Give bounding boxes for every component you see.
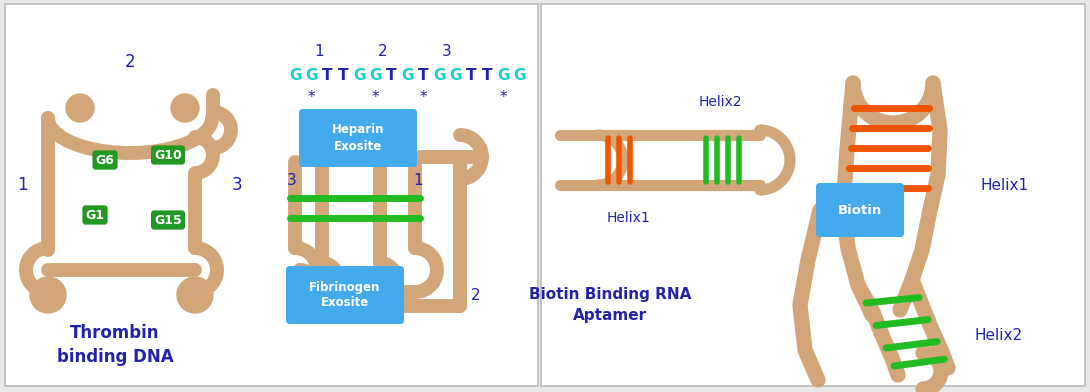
- Text: 2: 2: [378, 44, 388, 58]
- Text: G6: G6: [96, 154, 114, 167]
- Text: Heparin
Exosite: Heparin Exosite: [331, 123, 385, 152]
- Text: G: G: [305, 67, 317, 82]
- Text: 1: 1: [16, 176, 27, 194]
- FancyBboxPatch shape: [299, 109, 417, 167]
- Text: 2: 2: [471, 287, 480, 303]
- FancyBboxPatch shape: [286, 266, 404, 324]
- Text: 3: 3: [443, 44, 452, 58]
- Text: 1: 1: [413, 172, 423, 187]
- FancyBboxPatch shape: [5, 4, 538, 386]
- Text: Helix2: Helix2: [974, 327, 1024, 343]
- Text: *: *: [499, 89, 507, 105]
- Text: G: G: [401, 67, 413, 82]
- Text: T: T: [322, 67, 332, 82]
- Text: T: T: [386, 67, 397, 82]
- Text: G: G: [512, 67, 525, 82]
- Text: G: G: [433, 67, 445, 82]
- Text: *: *: [420, 89, 427, 105]
- Text: T: T: [482, 67, 493, 82]
- Text: G: G: [289, 67, 301, 82]
- Circle shape: [171, 94, 199, 122]
- Text: Helix2: Helix2: [699, 95, 742, 109]
- Text: *: *: [372, 89, 379, 105]
- Text: G: G: [449, 67, 461, 82]
- Text: 2: 2: [124, 53, 135, 71]
- Text: G: G: [353, 67, 365, 82]
- Text: G: G: [368, 67, 381, 82]
- Circle shape: [31, 277, 66, 313]
- Circle shape: [66, 94, 94, 122]
- Text: Fibrinogen
Exosite: Fibrinogen Exosite: [310, 281, 380, 310]
- Text: 3: 3: [232, 176, 242, 194]
- Circle shape: [177, 277, 213, 313]
- Text: 3: 3: [287, 172, 296, 187]
- Text: Biotin Binding RNA
Aptamer: Biotin Binding RNA Aptamer: [529, 287, 691, 323]
- Text: G10: G10: [154, 149, 182, 162]
- Text: *: *: [307, 89, 315, 105]
- Text: G1: G1: [85, 209, 105, 221]
- Text: G15: G15: [154, 214, 182, 227]
- Text: Helix1: Helix1: [980, 178, 1028, 192]
- Text: T: T: [465, 67, 476, 82]
- FancyBboxPatch shape: [816, 183, 904, 237]
- Text: T: T: [338, 67, 348, 82]
- Text: T: T: [417, 67, 428, 82]
- Text: Helix1: Helix1: [606, 211, 650, 225]
- FancyBboxPatch shape: [541, 4, 1085, 386]
- Text: G: G: [497, 67, 509, 82]
- Text: Biotin: Biotin: [838, 203, 882, 216]
- Text: 1: 1: [314, 44, 324, 58]
- Text: Thrombin
binding DNA: Thrombin binding DNA: [57, 324, 173, 366]
